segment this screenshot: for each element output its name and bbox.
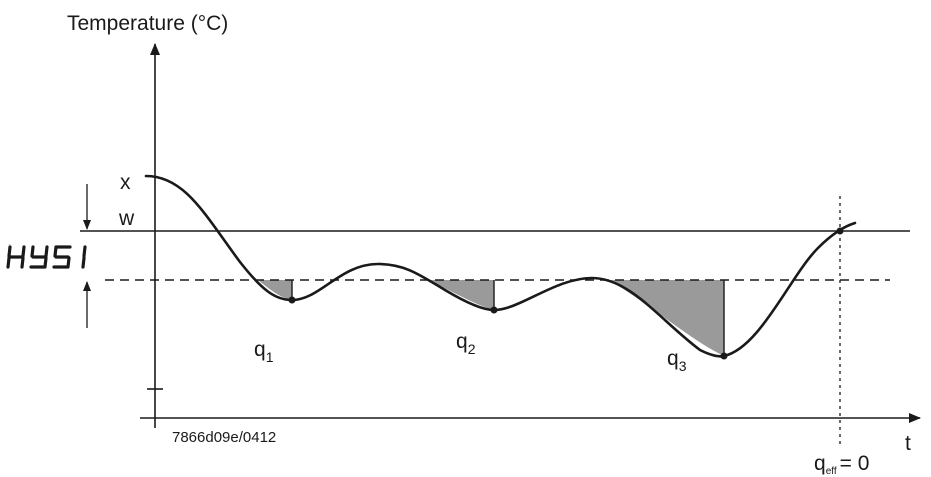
point-q1 bbox=[288, 296, 296, 304]
temperature-curve bbox=[144, 174, 857, 358]
hys1-label: HYS1 bbox=[6, 244, 87, 269]
x-axis-label: t bbox=[905, 432, 911, 455]
hys1-char-h bbox=[6, 245, 26, 269]
point-crossing bbox=[836, 227, 844, 235]
y-axis-label: Temperature (°C) bbox=[67, 12, 228, 35]
point-q3 bbox=[720, 352, 728, 360]
area-q3 bbox=[608, 280, 724, 356]
hys1-text: HYS1 bbox=[8, 244, 11, 246]
label-q1: q1 bbox=[254, 338, 274, 365]
hys1-char-y bbox=[29, 245, 49, 269]
label-w: w bbox=[118, 207, 135, 230]
area-q2 bbox=[428, 280, 494, 310]
point-q2 bbox=[490, 306, 498, 314]
area-q1 bbox=[258, 280, 292, 300]
label-x: x bbox=[120, 171, 131, 194]
label-q3: q3 bbox=[667, 347, 687, 374]
hys1-char-1 bbox=[81, 245, 87, 269]
label-qeff: qeff = 0 bbox=[814, 452, 869, 477]
label-q2: q2 bbox=[456, 330, 476, 357]
hys1-char-5 bbox=[52, 245, 72, 269]
figure-code: 7866d09e/0412 bbox=[172, 429, 276, 446]
